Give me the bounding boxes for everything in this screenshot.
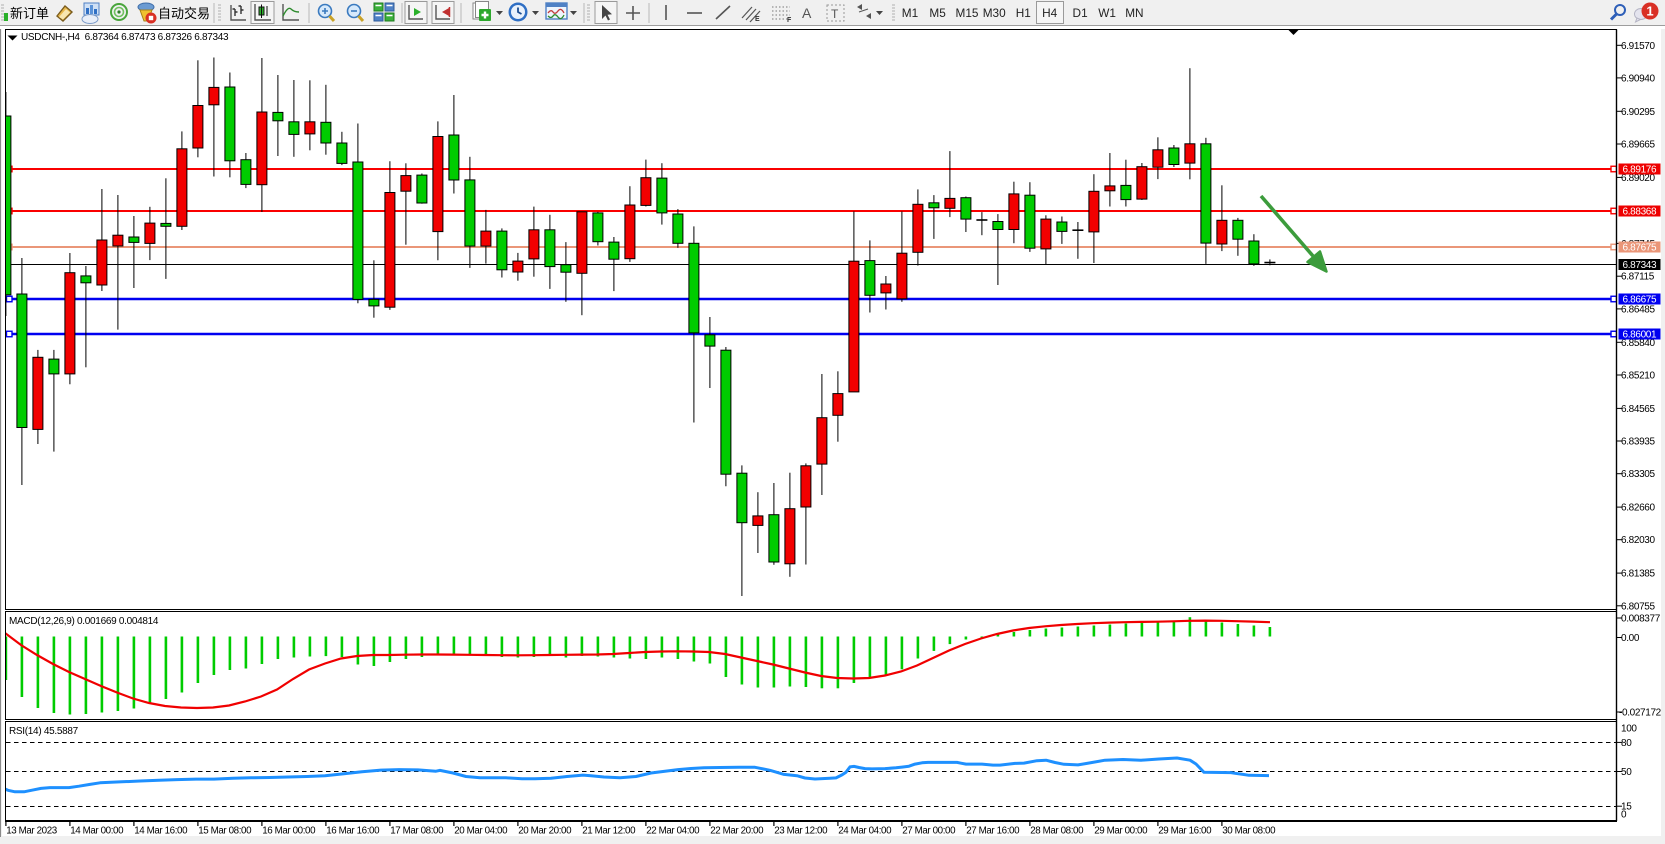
svg-text:22 Mar 20:00: 22 Mar 20:00 [710,826,764,837]
svg-text:D1: D1 [1073,6,1088,20]
svg-text:27 Mar 00:00: 27 Mar 00:00 [902,826,956,837]
svg-text:M15: M15 [956,6,979,20]
svg-text:28 Mar 08:00: 28 Mar 08:00 [1030,826,1084,837]
svg-text:USDCNH-,H4 6.87364 6.87473 6.: USDCNH-,H4 6.87364 6.87473 6.87326 6.873… [21,32,229,43]
svg-text:6.87675: 6.87675 [1623,243,1657,254]
svg-text:16 Mar 16:00: 16 Mar 16:00 [326,826,380,837]
svg-text:15 Mar 08:00: 15 Mar 08:00 [198,826,252,837]
svg-text:13 Mar 2023: 13 Mar 2023 [6,826,58,837]
svg-text:6.89665: 6.89665 [1621,140,1655,151]
svg-text:M5: M5 [929,6,946,20]
svg-text:29 Mar 16:00: 29 Mar 16:00 [1158,826,1212,837]
svg-text:27 Mar 16:00: 27 Mar 16:00 [966,826,1020,837]
svg-text:6.85210: 6.85210 [1621,371,1655,382]
svg-text:30 Mar 08:00: 30 Mar 08:00 [1222,826,1276,837]
svg-text:6.88368: 6.88368 [1623,207,1657,218]
svg-text:H4: H4 [1042,6,1058,20]
svg-text:23 Mar 12:00: 23 Mar 12:00 [774,826,828,837]
svg-text:24 Mar 04:00: 24 Mar 04:00 [838,826,892,837]
svg-text:0: 0 [1621,809,1627,820]
svg-text:6.86675: 6.86675 [1623,295,1657,306]
svg-text:MN: MN [1125,6,1143,20]
svg-text:-0.027172: -0.027172 [1619,708,1662,719]
svg-text:6.87115: 6.87115 [1621,272,1655,283]
svg-text:6.83935: 6.83935 [1621,437,1655,448]
svg-text:100: 100 [1621,724,1637,735]
svg-text:6.83305: 6.83305 [1621,469,1655,480]
svg-text:6.82660: 6.82660 [1621,503,1655,514]
svg-text:29 Mar 00:00: 29 Mar 00:00 [1094,826,1148,837]
svg-text:RSI(14) 45.5887: RSI(14) 45.5887 [9,726,79,737]
svg-text:A: A [802,5,812,21]
svg-text:T: T [831,7,839,21]
svg-text:6.90940: 6.90940 [1621,73,1655,84]
svg-text:20 Mar 04:00: 20 Mar 04:00 [454,826,508,837]
svg-text:50: 50 [1621,767,1632,778]
svg-text:6.90295: 6.90295 [1621,107,1655,118]
svg-text:6.87343: 6.87343 [1623,260,1657,271]
svg-text:W1: W1 [1098,6,1116,20]
svg-text:0.008377: 0.008377 [1621,614,1661,625]
svg-text:14 Mar 16:00: 14 Mar 16:00 [134,826,188,837]
svg-text:M30: M30 [983,6,1006,20]
svg-text:F: F [787,17,792,24]
svg-text:MACD(12,26,9) 0.001669 0.00481: MACD(12,26,9) 0.001669 0.004814 [9,616,159,627]
svg-text:6.89176: 6.89176 [1623,165,1657,176]
svg-text:6.91570: 6.91570 [1621,41,1655,52]
svg-text:6.85840: 6.85840 [1621,338,1655,349]
svg-text:21 Mar 12:00: 21 Mar 12:00 [582,826,636,837]
svg-text:15: 15 [1621,802,1632,813]
svg-text:6.80755: 6.80755 [1621,601,1655,612]
svg-text:E: E [755,16,760,23]
svg-text:20 Mar 20:00: 20 Mar 20:00 [518,826,572,837]
svg-text:80: 80 [1621,738,1632,749]
svg-text:6.89020: 6.89020 [1621,173,1655,184]
svg-text:6.81385: 6.81385 [1621,569,1655,580]
svg-text:17 Mar 08:00: 17 Mar 08:00 [390,826,444,837]
svg-text:自动交易: 自动交易 [158,6,210,21]
svg-text:22 Mar 04:00: 22 Mar 04:00 [646,826,700,837]
svg-text:M1: M1 [902,6,918,20]
svg-text:1: 1 [1646,4,1653,19]
svg-text:6.82030: 6.82030 [1621,535,1655,546]
svg-text:14 Mar 00:00: 14 Mar 00:00 [70,826,124,837]
svg-text:0.00: 0.00 [1621,633,1640,644]
svg-text:6.84565: 6.84565 [1621,404,1655,415]
svg-text:6.86001: 6.86001 [1623,330,1657,341]
svg-text:H1: H1 [1016,6,1031,20]
svg-text:新订单: 新订单 [10,6,49,21]
svg-text:16 Mar 00:00: 16 Mar 00:00 [262,826,316,837]
svg-text:6.86485: 6.86485 [1621,304,1655,315]
